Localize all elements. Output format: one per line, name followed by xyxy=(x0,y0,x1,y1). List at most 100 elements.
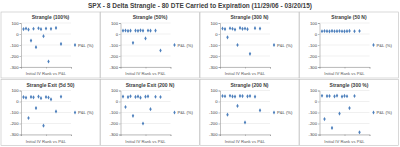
scatter-point xyxy=(35,45,37,49)
scatter-point xyxy=(42,34,44,38)
legend-marker xyxy=(273,43,275,47)
y-tick-mark xyxy=(20,45,22,46)
scatter-point xyxy=(159,95,161,99)
scatter-point xyxy=(343,94,345,98)
grid-line xyxy=(121,101,171,102)
y-tick-label: -200 xyxy=(309,121,318,126)
x-tick-mark xyxy=(320,135,321,137)
y-tick-mark xyxy=(219,23,221,24)
grid-line xyxy=(320,67,370,68)
x-tick xyxy=(71,67,72,69)
y-tick: 100 xyxy=(111,88,121,93)
legend-label: P&L (%) xyxy=(178,110,194,115)
y-tick-label: 0 xyxy=(16,32,19,37)
y-tick: -300 xyxy=(309,132,320,137)
x-axis xyxy=(22,67,72,69)
background xyxy=(0,0,400,147)
x-axis xyxy=(121,135,171,137)
x-axis xyxy=(320,135,370,137)
panel: Strangle (50 N)-300-200-1000100Initial I… xyxy=(300,12,399,78)
y-tick: -300 xyxy=(209,132,220,137)
y-tick-label: -200 xyxy=(309,54,318,59)
x-tick xyxy=(121,67,122,69)
y-tick: -300 xyxy=(110,65,121,70)
legend-label: P&L (%) xyxy=(78,43,94,48)
panel-frame xyxy=(1,80,100,146)
y-tick-label: -300 xyxy=(209,65,218,70)
scatter-point xyxy=(331,126,333,130)
y-axis-line xyxy=(219,24,221,68)
x-tick-mark xyxy=(121,135,122,137)
y-tick-label: -100 xyxy=(309,43,318,48)
legend-marker xyxy=(74,110,76,114)
x-axis-title: Initial IV Rank vs P&L xyxy=(225,71,266,76)
chart-root: SPX - 8 Delta Strangle - 80 DTE Carried … xyxy=(0,0,400,147)
scatter-point xyxy=(42,124,44,128)
scatter-point xyxy=(129,94,131,98)
y-tick-mark xyxy=(20,56,22,57)
plot-area xyxy=(22,26,62,64)
legend: P&L (%) xyxy=(273,110,293,115)
x-tick xyxy=(345,135,346,137)
y-tick-label: 0 xyxy=(215,99,218,104)
scatter-point xyxy=(234,28,236,32)
scatter-point xyxy=(127,29,129,33)
y-tick: 0 xyxy=(315,32,320,37)
scatter-point xyxy=(321,29,323,33)
y-tick-label: 0 xyxy=(116,32,119,37)
panel: Strangle (50%)-300-200-1000100Initial IV… xyxy=(101,12,200,78)
y-tick-mark xyxy=(119,23,121,24)
scatter-point xyxy=(244,120,246,124)
y-tick: -200 xyxy=(110,54,121,59)
scatter-point xyxy=(338,29,340,33)
y-tick: 100 xyxy=(211,88,221,93)
grid-line xyxy=(121,134,171,135)
y-axis: -300-200-1000100 xyxy=(110,21,121,70)
grid-line xyxy=(21,134,71,135)
grid-line xyxy=(220,67,270,68)
x-tick-mark xyxy=(270,67,271,69)
y-tick-mark xyxy=(119,135,121,136)
scatter-point xyxy=(333,94,335,98)
grid-line xyxy=(121,67,171,68)
x-tick-mark xyxy=(245,67,246,69)
scatter-point xyxy=(139,28,141,32)
grid-line xyxy=(21,101,71,102)
y-tick: -200 xyxy=(309,121,320,126)
panel-frame xyxy=(101,80,200,146)
y-tick-mark xyxy=(119,102,121,103)
x-tick-mark xyxy=(320,67,321,69)
scatter-point xyxy=(236,104,238,108)
x-tick-mark xyxy=(245,135,246,137)
y-tick: -100 xyxy=(309,110,320,115)
panel: Strangle Exit (200 N)-300-200-1000100Ini… xyxy=(101,80,200,146)
scatter-point xyxy=(127,95,129,99)
y-tick: -100 xyxy=(209,110,220,115)
plot-area xyxy=(221,94,261,125)
scatter-point xyxy=(246,94,248,98)
scatter-point xyxy=(60,95,62,99)
x-tick-mark xyxy=(345,67,346,69)
plot-area xyxy=(321,29,361,34)
y-tick-label: -100 xyxy=(209,43,218,48)
scatter-point xyxy=(249,52,251,56)
scatter-point xyxy=(50,97,52,101)
scatter-point xyxy=(249,94,251,98)
panel-frame xyxy=(1,12,100,78)
y-axis-line xyxy=(318,24,320,68)
scatter-point xyxy=(134,95,136,99)
scatter-point xyxy=(40,27,42,31)
y-axis: -300-200-1000100 xyxy=(10,21,21,70)
scatter-point xyxy=(234,94,236,98)
panel-title: Strangle Exit (5d 50) xyxy=(26,82,74,88)
scatter-point xyxy=(239,26,241,30)
scatter-point xyxy=(55,26,57,30)
x-axis-title: Initial IV Rank vs P&L xyxy=(324,139,365,144)
y-tick-label: 100 xyxy=(310,88,318,93)
legend-marker xyxy=(173,110,175,114)
grid-line xyxy=(320,101,370,102)
y-tick-mark xyxy=(219,56,221,57)
grid-line xyxy=(320,34,370,35)
scatter-point xyxy=(22,95,24,99)
y-axis-line xyxy=(119,91,121,135)
